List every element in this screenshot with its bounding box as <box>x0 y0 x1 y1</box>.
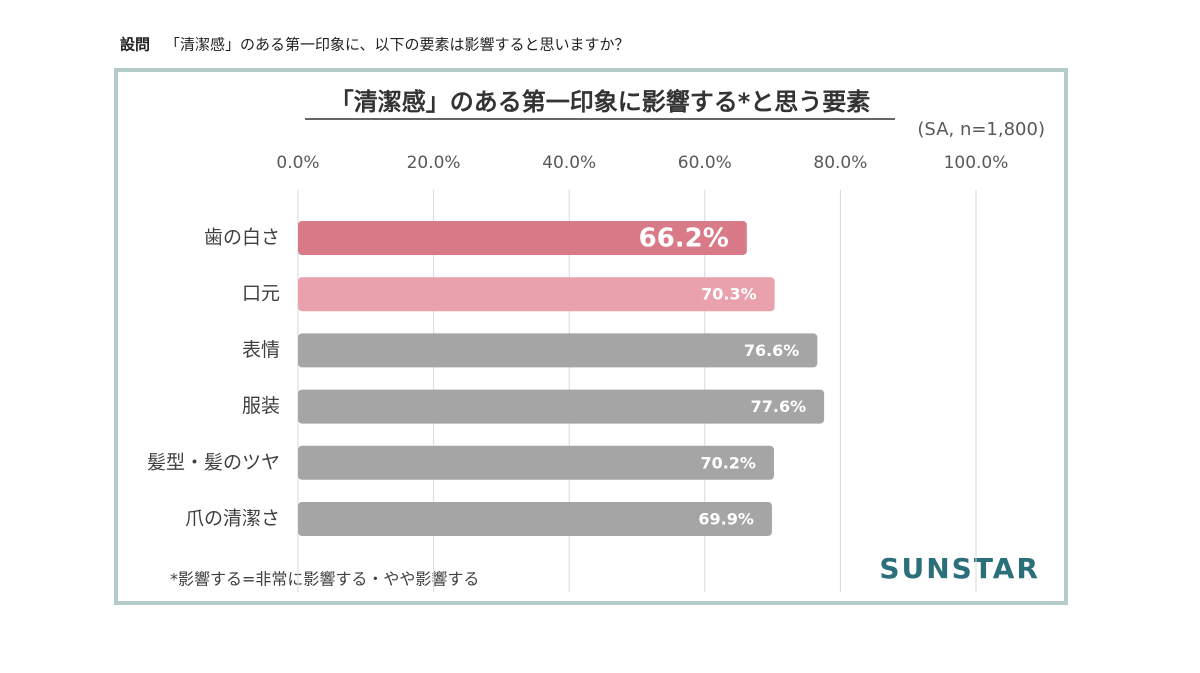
category-label: 服装 <box>242 395 280 417</box>
category-label: 歯の白さ <box>204 227 280 249</box>
chart-title: 「清潔感」のある第一印象に影響する*と思う要素 <box>330 88 871 116</box>
value-label: 70.3% <box>701 285 757 304</box>
category-label: 口元 <box>242 283 280 305</box>
bar <box>298 445 774 480</box>
question-text: 「清潔感」のある第一印象に、以下の要素は影響すると思いますか？ <box>165 36 630 54</box>
bar <box>298 502 772 536</box>
x-tick-label: 100.0% <box>944 153 1009 173</box>
category-label: 髪型・髪のツヤ <box>147 451 280 473</box>
category-label: 表情 <box>242 339 280 361</box>
x-tick-label: 0.0% <box>276 153 319 173</box>
bar <box>298 333 818 368</box>
subtitle: (SA, n=1,800) <box>917 119 1045 140</box>
footnote: *影響する=非常に影響する・やや影響する <box>170 570 479 589</box>
value-label: 70.2% <box>700 453 756 472</box>
logo: SUNSTAR <box>879 552 1040 585</box>
bar <box>298 221 747 255</box>
x-tick-label: 20.0% <box>407 153 461 173</box>
bar <box>298 389 825 424</box>
category-label: 爪の清潔さ <box>185 508 280 530</box>
x-tick-label: 40.0% <box>542 153 596 173</box>
x-tick-label: 80.0% <box>813 153 867 173</box>
value-label: 77.6% <box>751 397 807 416</box>
value-label: 69.9% <box>698 510 754 529</box>
bar <box>298 277 775 312</box>
question-label: 設問 <box>120 36 150 54</box>
plot: 0.0% 20.0% 40.0% 60.0% 80.0% 100.0% 歯の白さ 66.2% 口… <box>147 153 1008 592</box>
x-tick-label: 60.0% <box>678 153 732 173</box>
value-label: 66.2% <box>639 224 729 254</box>
value-label: 76.6% <box>744 341 800 360</box>
